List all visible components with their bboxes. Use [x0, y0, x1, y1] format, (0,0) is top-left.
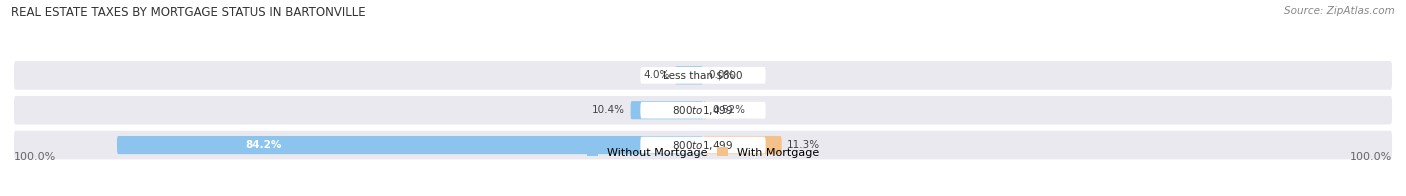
Text: 4.0%: 4.0% [643, 70, 669, 80]
Text: 0.0%: 0.0% [709, 70, 735, 80]
Text: 10.4%: 10.4% [592, 105, 626, 115]
Text: $800 to $1,499: $800 to $1,499 [672, 139, 734, 152]
FancyBboxPatch shape [117, 136, 703, 154]
FancyBboxPatch shape [640, 67, 766, 84]
Legend: Without Mortgage, With Mortgage: Without Mortgage, With Mortgage [588, 147, 818, 158]
Text: 0.52%: 0.52% [713, 105, 745, 115]
FancyBboxPatch shape [703, 101, 707, 119]
Text: 100.0%: 100.0% [1350, 152, 1392, 162]
Text: 84.2%: 84.2% [245, 140, 281, 150]
FancyBboxPatch shape [14, 96, 1392, 124]
FancyBboxPatch shape [675, 66, 703, 84]
Text: Source: ZipAtlas.com: Source: ZipAtlas.com [1284, 6, 1395, 16]
Text: 100.0%: 100.0% [14, 152, 56, 162]
Text: $800 to $1,499: $800 to $1,499 [672, 104, 734, 117]
Text: 11.3%: 11.3% [787, 140, 820, 150]
Text: REAL ESTATE TAXES BY MORTGAGE STATUS IN BARTONVILLE: REAL ESTATE TAXES BY MORTGAGE STATUS IN … [11, 6, 366, 19]
FancyBboxPatch shape [640, 102, 766, 119]
FancyBboxPatch shape [640, 137, 766, 153]
Text: Less than $800: Less than $800 [664, 70, 742, 80]
FancyBboxPatch shape [14, 61, 1392, 90]
FancyBboxPatch shape [703, 136, 782, 154]
FancyBboxPatch shape [14, 131, 1392, 159]
FancyBboxPatch shape [631, 101, 703, 119]
